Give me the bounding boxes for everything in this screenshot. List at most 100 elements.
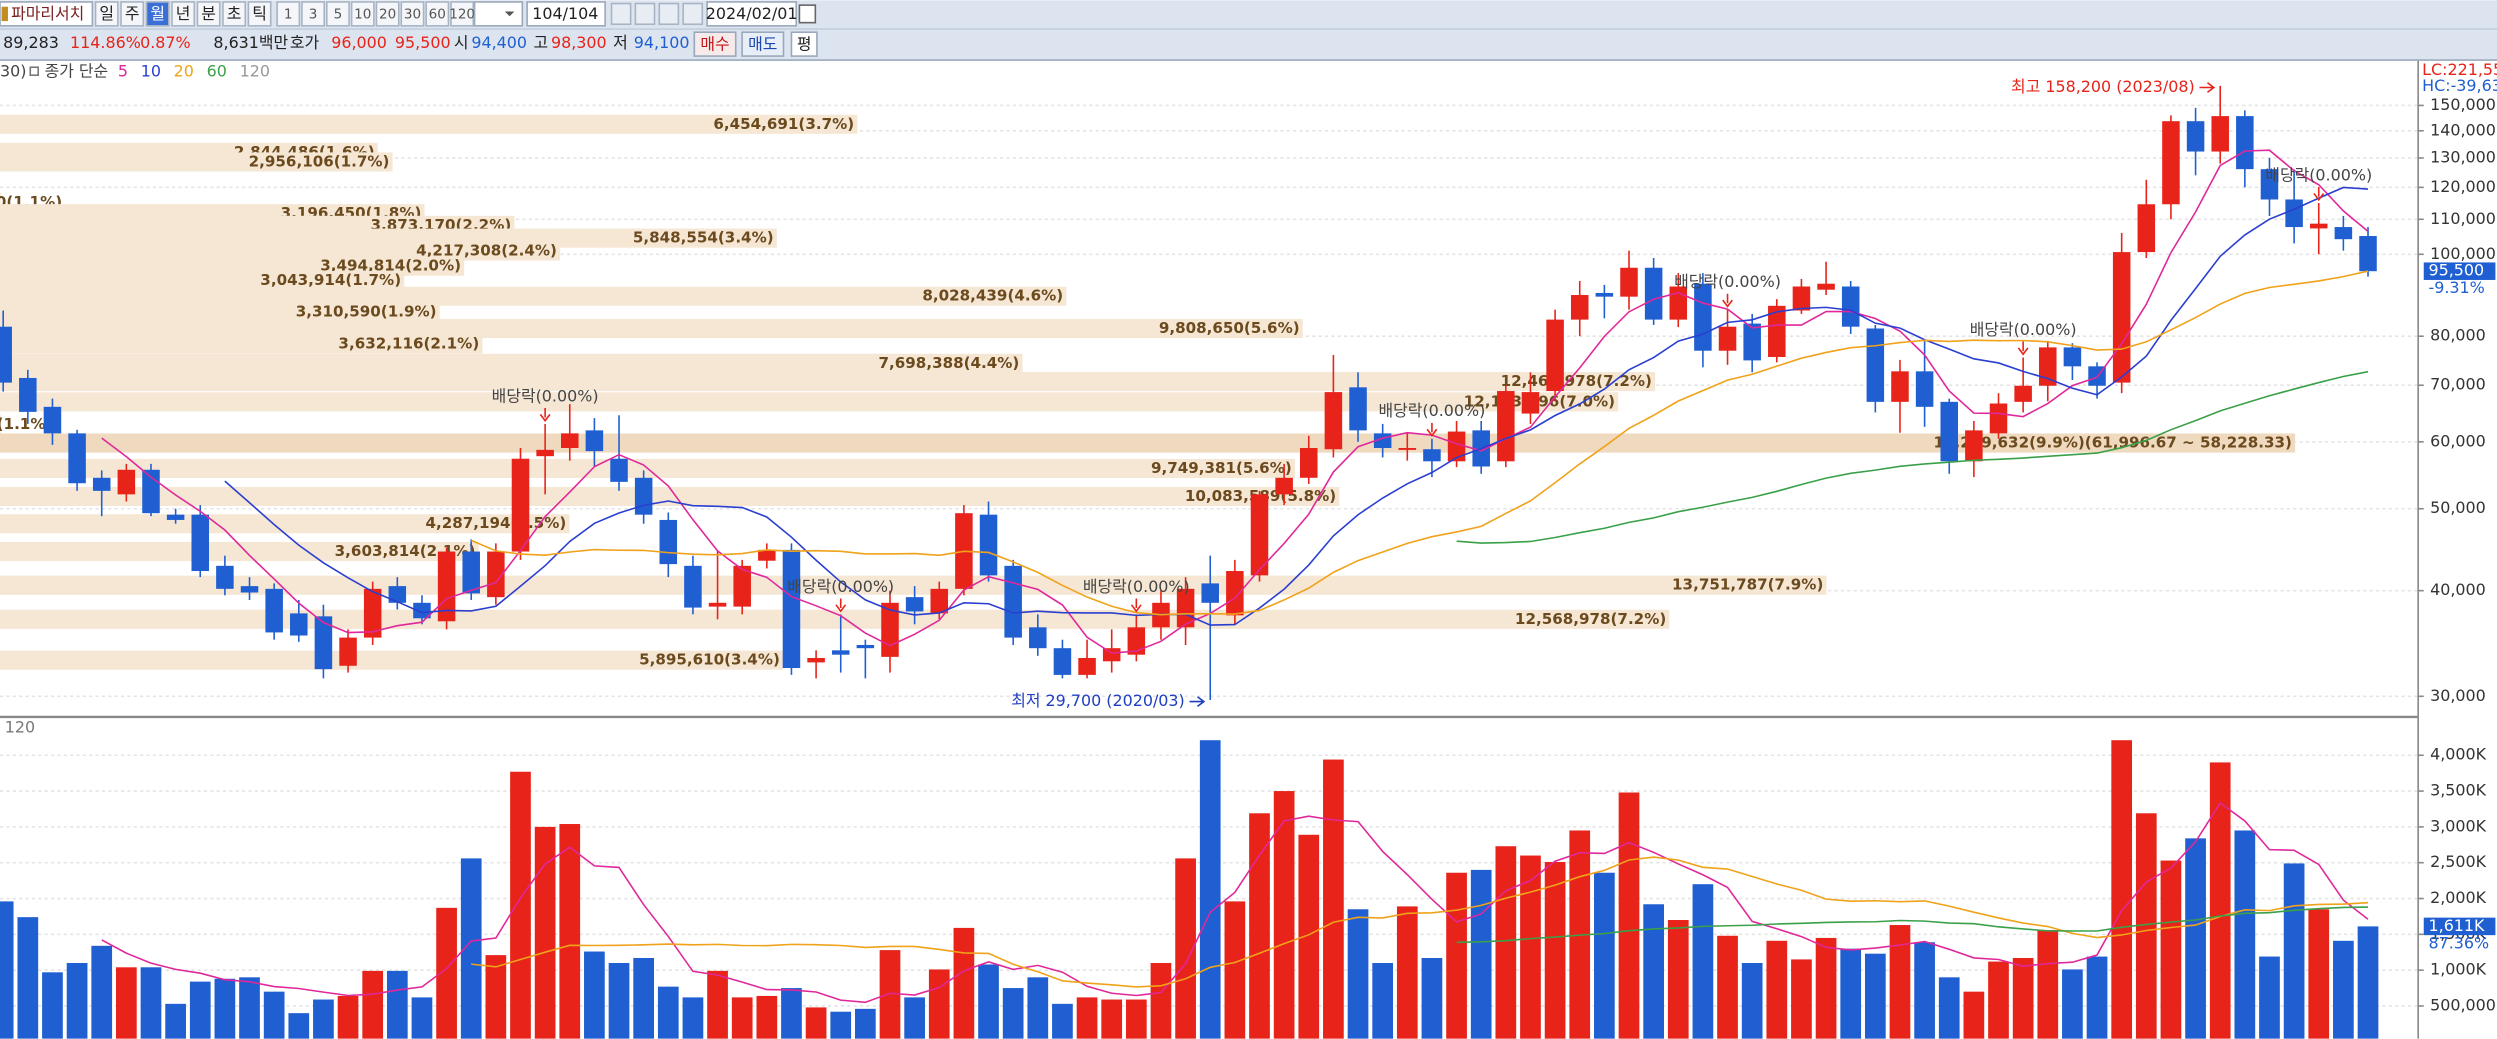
- volume-bar: [830, 1011, 852, 1039]
- profile-bar: [0, 514, 570, 534]
- candle-body: [92, 477, 111, 491]
- candle-body: [363, 588, 382, 638]
- stock-button[interactable]: [0, 1, 94, 27]
- candle-body: [1324, 392, 1343, 450]
- volume-bar: [904, 997, 925, 1039]
- period-button[interactable]: [196, 1, 221, 27]
- profile-bar: [0, 302, 440, 322]
- candle-body: [1989, 403, 2008, 434]
- profile-label: 295(1.1%): [0, 415, 52, 433]
- candle-body: [1398, 447, 1417, 450]
- candle-body: [1620, 267, 1638, 297]
- period[interactable]: 틱: [252, 4, 267, 23]
- dividend-label: 배당락(0.00%): [787, 577, 894, 596]
- interval-button[interactable]: [450, 1, 475, 27]
- candle-body: [708, 602, 727, 607]
- interval[interactable]: 1: [284, 7, 293, 23]
- period[interactable]: 초: [227, 4, 242, 23]
- profile-label: 9,749,381(5.6%): [1151, 459, 1292, 477]
- stat: 0.87%: [140, 33, 191, 52]
- interval[interactable]: 5: [334, 7, 343, 23]
- volume-bar: [239, 977, 260, 1039]
- candle-body: [1891, 371, 1909, 402]
- interval[interactable]: 30: [404, 7, 421, 23]
- low-arrow: [1189, 696, 1206, 707]
- candle-body: [2014, 385, 2032, 402]
- volume-bar: [1249, 813, 1270, 1039]
- interval[interactable]: 20: [379, 7, 396, 23]
- interval[interactable]: 60: [429, 7, 446, 23]
- period[interactable]: 월: [150, 4, 165, 23]
- interval[interactable]: 3: [309, 7, 318, 23]
- sell[interactable]: 매도: [748, 34, 777, 53]
- interval-button[interactable]: [375, 1, 400, 27]
- dropdown[interactable]: [473, 1, 524, 27]
- y-tick-label: 120,000: [2430, 177, 2496, 196]
- open-label: 시: [454, 33, 469, 52]
- interval-button[interactable]: [425, 1, 450, 27]
- interval-button[interactable]: [325, 1, 350, 27]
- dividend-label: 배당락(0.00%): [1379, 401, 1486, 420]
- period[interactable]: 주: [125, 4, 140, 23]
- volume-bar: [2111, 740, 2133, 1039]
- candle-body: [1497, 391, 1515, 462]
- period-button[interactable]: [120, 1, 145, 27]
- buy-button[interactable]: [693, 31, 737, 57]
- volume-bar: [337, 995, 359, 1039]
- volume-bar: [1864, 953, 1886, 1039]
- interval-button[interactable]: [276, 1, 301, 27]
- y-tick-label: 80,000: [2430, 326, 2486, 345]
- profile-label: 2,956,106(1.7%): [249, 152, 390, 170]
- dividend-arrow: [835, 598, 847, 613]
- stat: 8,631백만: [213, 33, 288, 52]
- count-box: [526, 1, 606, 27]
- buy[interactable]: 매수: [700, 34, 729, 53]
- date[interactable]: 2024/02/01: [706, 4, 798, 23]
- candle-body: [1546, 319, 1564, 392]
- profile-bar: [0, 152, 393, 172]
- volume-bar: [1618, 792, 1640, 1039]
- period-button[interactable]: [94, 1, 119, 27]
- stat: 89,283: [3, 33, 59, 52]
- profile-label: 5,848,554(3.4%): [633, 229, 774, 247]
- legend-prefix: 30): [0, 62, 26, 81]
- profile-label: 4,287,194(2.5%): [425, 514, 566, 532]
- calendar-icon[interactable]: [798, 4, 817, 24]
- period-button[interactable]: [145, 1, 170, 27]
- high-arrow: [2199, 82, 2216, 93]
- date-box[interactable]: [706, 1, 798, 27]
- tool-icon[interactable]: [634, 2, 656, 26]
- tool-icon[interactable]: [682, 2, 704, 26]
- interval-button[interactable]: [350, 1, 375, 27]
- volume-bar: [1889, 925, 1911, 1039]
- candle-body: [511, 458, 530, 552]
- avg[interactable]: 평: [797, 34, 812, 53]
- period-button[interactable]: [171, 1, 196, 27]
- volume-bar: [2333, 940, 2354, 1039]
- interval-button[interactable]: [400, 1, 425, 27]
- bid: 95,500: [395, 33, 451, 52]
- interval[interactable]: 120: [449, 7, 475, 23]
- interval[interactable]: 10: [354, 7, 371, 23]
- stock-name[interactable]: 파마리서치: [11, 4, 84, 23]
- sell-button[interactable]: [741, 31, 785, 57]
- tool-icon[interactable]: [610, 2, 632, 26]
- candle-body: [1841, 286, 1860, 327]
- tool-icon[interactable]: [658, 2, 680, 26]
- volume-bar: [1791, 959, 1812, 1039]
- profile-bar: [0, 318, 1303, 339]
- period-button[interactable]: [222, 1, 247, 27]
- volume-bar: [2209, 762, 2231, 1039]
- period[interactable]: 분: [201, 4, 216, 23]
- dividend-label: 배당락(0.00%): [492, 386, 599, 405]
- period[interactable]: 일: [99, 4, 114, 23]
- profile-label: 5,895,610(3.4%): [639, 651, 780, 669]
- candle-body: [1423, 449, 1441, 462]
- period[interactable]: 년: [176, 4, 191, 23]
- y-tick-label: 50,000: [2430, 498, 2486, 517]
- volume-bar: [189, 981, 211, 1039]
- volume-bar: [1273, 791, 1295, 1039]
- interval-button[interactable]: [301, 1, 326, 27]
- period-button[interactable]: [247, 1, 272, 27]
- avg-button[interactable]: [790, 31, 818, 57]
